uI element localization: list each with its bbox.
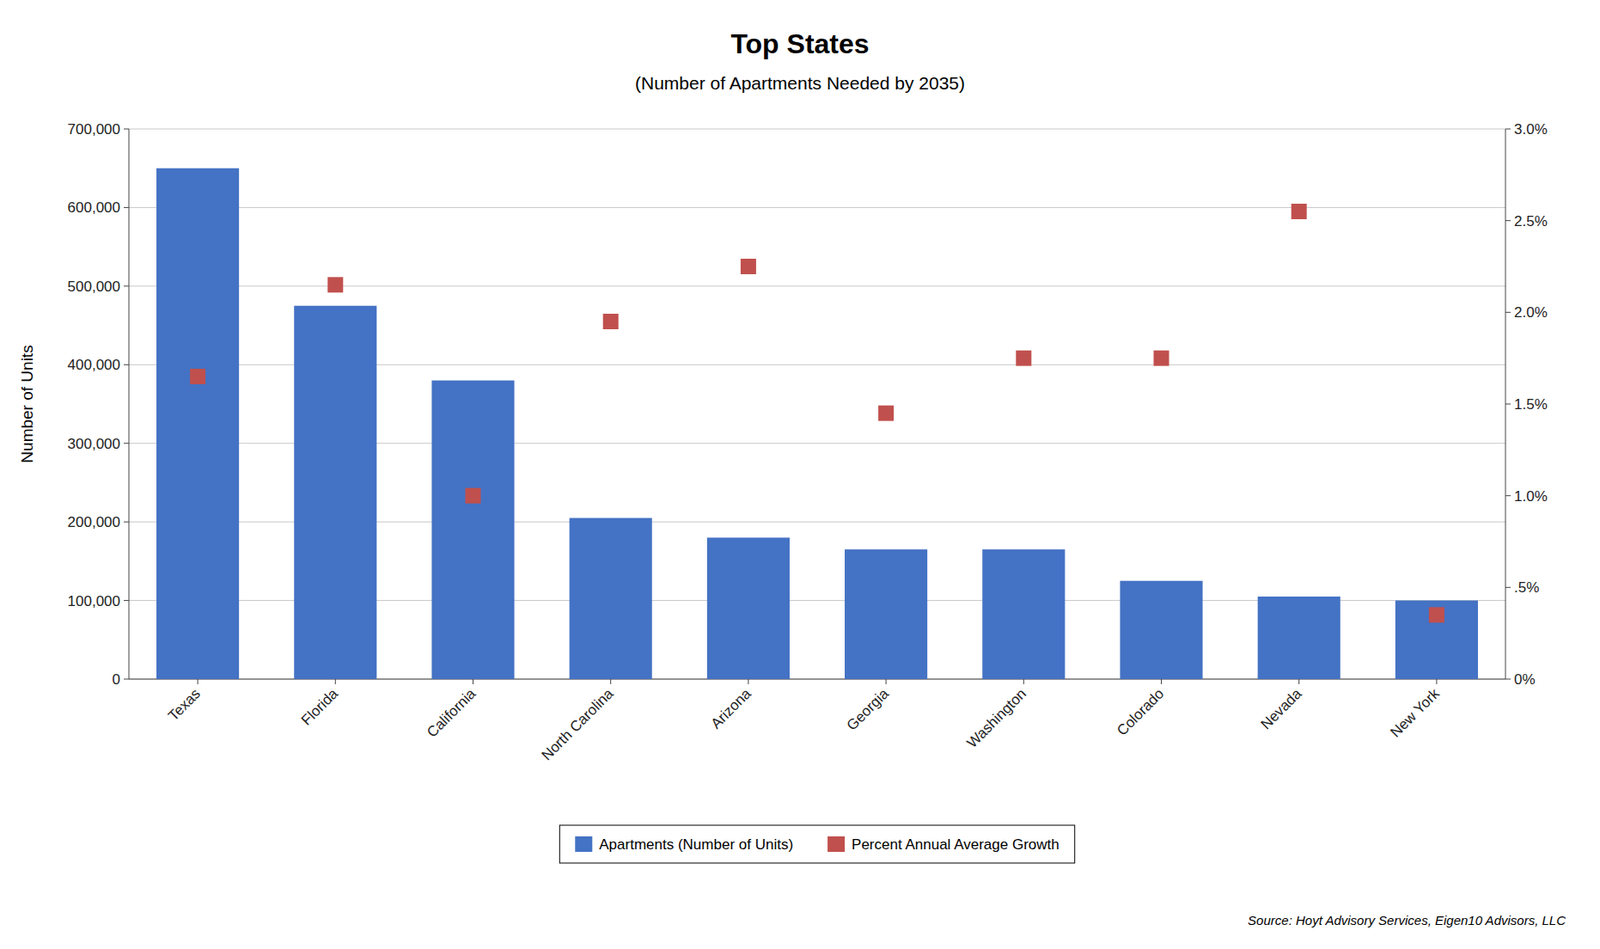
tick-label: .5% — [1514, 579, 1539, 596]
tick-label: 2.0% — [1514, 304, 1548, 321]
category-label: Colorado — [1113, 684, 1167, 739]
tick — [1023, 678, 1025, 684]
tick-label: 100,000 — [67, 592, 121, 610]
category-label: Florida — [298, 684, 342, 729]
tick — [123, 207, 129, 208]
bar — [982, 549, 1065, 679]
grid — [128, 128, 1506, 679]
bar — [1395, 600, 1478, 679]
bar — [569, 518, 653, 679]
marker — [189, 368, 206, 385]
chart: Top States (Number of Apartments Needed b… — [0, 0, 1600, 949]
marker — [465, 488, 482, 504]
bar — [1258, 596, 1341, 679]
tick — [472, 678, 474, 684]
axis-line — [128, 128, 130, 679]
legend-swatch — [827, 836, 845, 852]
tick — [123, 599, 129, 601]
legend-label: Apartments (Number of Units) — [598, 836, 794, 853]
series — [156, 168, 1478, 679]
tick — [1505, 219, 1511, 221]
tick-label: 300,000 — [67, 435, 121, 452]
category-label: Arizona — [708, 684, 756, 733]
bar — [1119, 580, 1203, 679]
background — [0, 0, 1600, 949]
marker — [603, 313, 619, 330]
axis-line — [1505, 128, 1507, 679]
title: Top States — [730, 28, 869, 60]
tick — [1505, 494, 1511, 496]
tick-label: 700,000 — [67, 121, 121, 138]
source: Source: Hoyt Advisory Services, Eigen10 … — [1247, 912, 1566, 928]
bar — [156, 168, 239, 679]
tick — [1505, 311, 1511, 313]
axis-label: Number of Units — [18, 344, 37, 463]
grid-line — [128, 128, 1506, 130]
tick-label: 1.5% — [1514, 396, 1548, 413]
legend-label: Percent Annual Average Growth — [851, 836, 1060, 853]
tick — [197, 678, 199, 684]
subtitle: (Number of Apartments Needed by 2035) — [635, 73, 965, 93]
bar — [707, 537, 790, 679]
bar — [431, 380, 514, 679]
marker — [1015, 350, 1032, 367]
tick — [123, 364, 129, 366]
plot-area — [156, 168, 1478, 679]
tick-label: 500,000 — [67, 278, 121, 295]
legend-frame — [559, 824, 1075, 863]
marker — [1291, 203, 1307, 220]
category-label: Washington — [964, 684, 1030, 751]
category-label: Georgia — [843, 684, 893, 734]
tick-label: 1.0% — [1514, 488, 1548, 505]
category-label: California — [423, 684, 480, 741]
tick — [1160, 678, 1162, 684]
tick-label: 600,000 — [67, 199, 121, 216]
marker — [327, 276, 343, 293]
tick — [123, 285, 129, 287]
tick — [123, 678, 129, 680]
category-label: Nevada — [1258, 684, 1306, 733]
tick — [1505, 678, 1511, 680]
tick — [1435, 678, 1437, 684]
legend: Apartments (Number of Units) Percent Annu… — [559, 824, 1075, 863]
category-label: Texas — [164, 684, 204, 724]
marker — [740, 258, 757, 275]
tick-label: 200,000 — [67, 513, 121, 531]
tick-label: 2.5% — [1514, 213, 1548, 230]
tick — [1298, 678, 1300, 684]
tick-label: 0 — [112, 671, 121, 688]
tick — [1505, 586, 1511, 588]
bar — [844, 549, 928, 679]
tick — [123, 128, 129, 130]
marker — [878, 405, 894, 422]
marker — [1429, 606, 1445, 623]
tick — [747, 678, 749, 684]
tick — [335, 678, 336, 684]
tick-label: 3.0% — [1514, 121, 1548, 138]
tick — [1505, 403, 1511, 405]
tick — [1505, 128, 1511, 130]
category-label: North Carolina — [538, 684, 617, 764]
tick-label: 0% — [1514, 671, 1536, 688]
tick — [123, 442, 129, 444]
tick — [123, 521, 129, 523]
bar — [293, 305, 377, 679]
tick — [610, 678, 611, 684]
marker — [1154, 350, 1170, 367]
legend-swatch — [574, 836, 593, 852]
category-label: New York — [1387, 684, 1444, 741]
series — [189, 203, 1445, 623]
tick-label: 400,000 — [67, 356, 121, 373]
tick — [885, 678, 887, 684]
axes: 0 100,000 200,000 300,000 400,000 500,000 600,… — [18, 121, 1548, 764]
